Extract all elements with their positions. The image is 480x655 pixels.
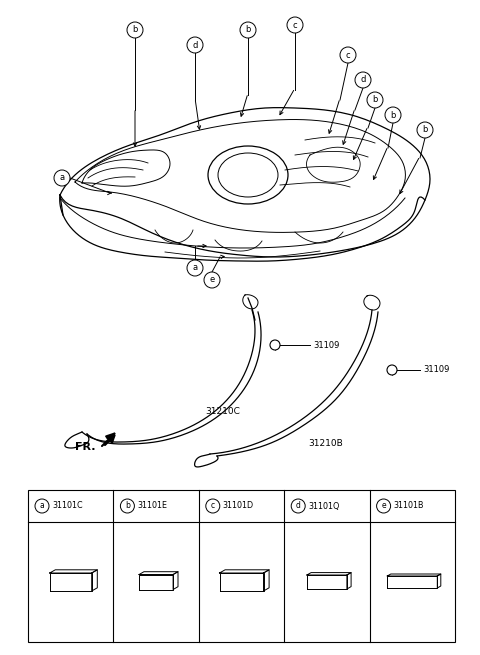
Text: c: c [346, 50, 350, 60]
Text: d: d [296, 502, 300, 510]
Circle shape [240, 22, 256, 38]
Circle shape [417, 122, 433, 138]
Circle shape [187, 260, 203, 276]
Circle shape [204, 272, 220, 288]
Text: a: a [192, 263, 198, 272]
Text: 31101D: 31101D [223, 502, 254, 510]
Circle shape [377, 499, 391, 513]
Text: c: c [211, 502, 215, 510]
Text: 31210B: 31210B [308, 438, 343, 447]
Text: e: e [209, 276, 215, 284]
Circle shape [270, 340, 280, 350]
Circle shape [206, 499, 220, 513]
Text: e: e [381, 502, 386, 510]
Text: 31210C: 31210C [205, 407, 240, 417]
Text: b: b [245, 26, 251, 35]
Text: b: b [390, 111, 396, 119]
Circle shape [387, 365, 397, 375]
Circle shape [35, 499, 49, 513]
Circle shape [54, 170, 70, 186]
Circle shape [120, 499, 134, 513]
Text: 31109: 31109 [313, 341, 339, 350]
Text: 31101C: 31101C [52, 502, 83, 510]
Circle shape [287, 17, 303, 33]
Text: b: b [372, 96, 378, 105]
Text: 31101B: 31101B [394, 502, 424, 510]
Text: d: d [192, 41, 198, 50]
Circle shape [340, 47, 356, 63]
Text: 31101E: 31101E [137, 502, 168, 510]
Circle shape [385, 107, 401, 123]
Text: 31109: 31109 [423, 365, 449, 375]
Circle shape [127, 22, 143, 38]
Circle shape [355, 72, 371, 88]
Circle shape [187, 37, 203, 53]
Text: FR.: FR. [75, 442, 96, 452]
Text: c: c [293, 20, 297, 29]
Text: d: d [360, 75, 366, 84]
Text: b: b [422, 126, 428, 134]
Circle shape [367, 92, 383, 108]
Text: a: a [60, 174, 65, 183]
Text: a: a [40, 502, 44, 510]
Text: b: b [125, 502, 130, 510]
Text: 31101Q: 31101Q [308, 502, 339, 510]
Text: b: b [132, 26, 138, 35]
Circle shape [291, 499, 305, 513]
